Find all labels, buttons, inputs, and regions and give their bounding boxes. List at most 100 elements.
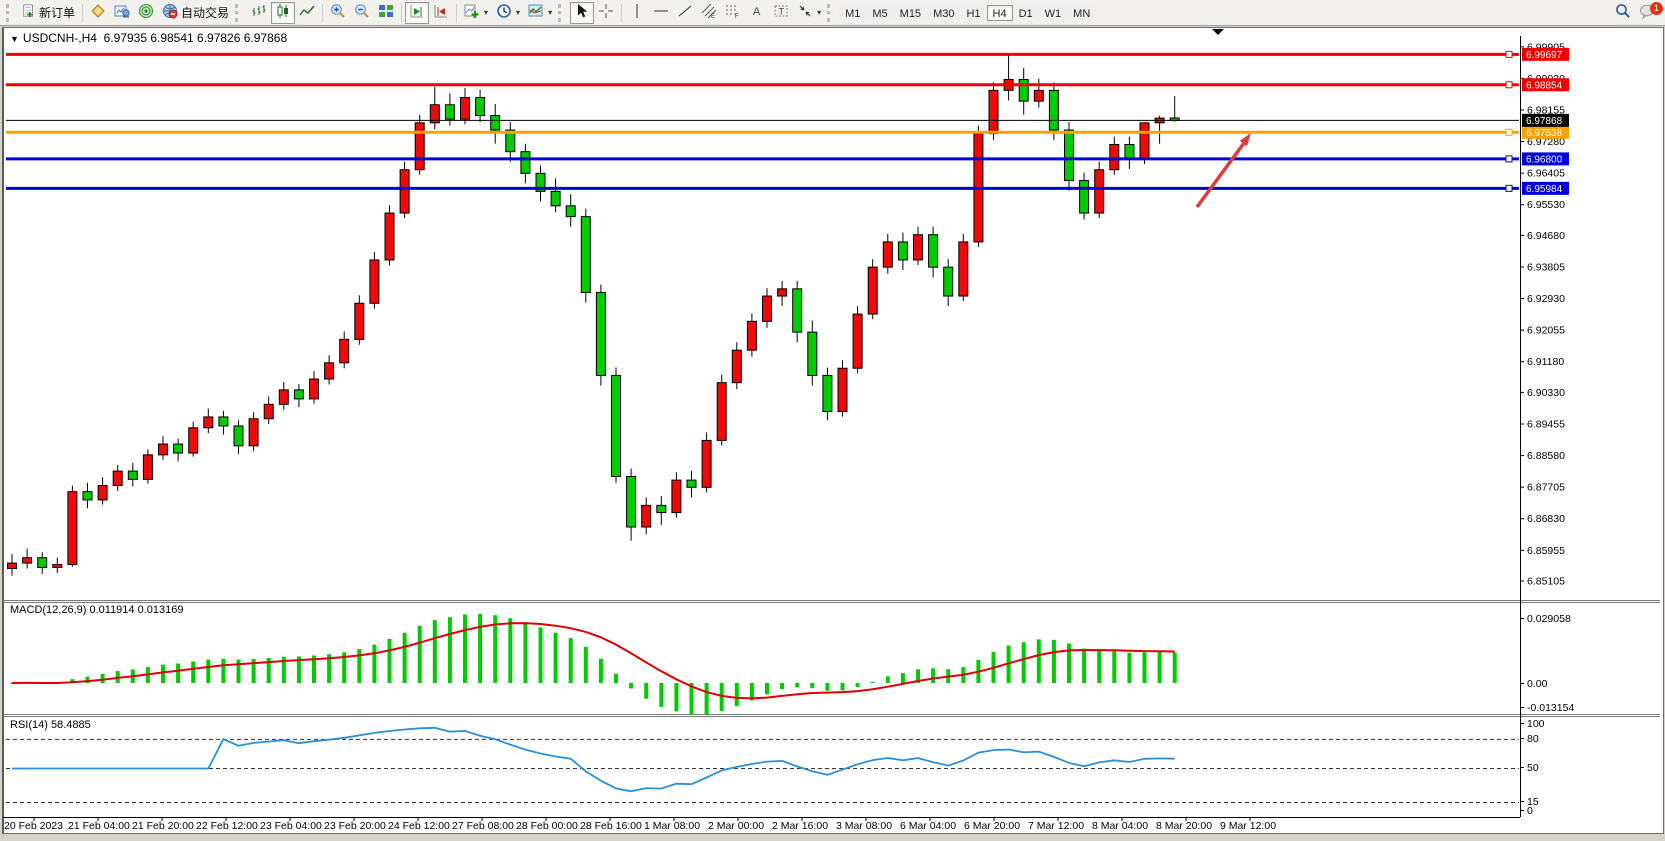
candle xyxy=(535,165,546,202)
svg-text:6.95984: 6.95984 xyxy=(1526,184,1563,195)
toolbar-grip[interactable] xyxy=(6,3,14,22)
toolbar-grip[interactable] xyxy=(827,3,835,22)
dropdown-caret-icon: ▾ xyxy=(516,8,521,17)
text-button[interactable]: A xyxy=(745,2,769,24)
rsi-line xyxy=(12,726,1175,793)
tile-windows-icon xyxy=(378,3,394,22)
macd-histogram-bar xyxy=(463,614,467,683)
candle xyxy=(611,367,621,483)
new-order-button[interactable]: 新订单 xyxy=(18,2,79,24)
text-label-button[interactable]: T xyxy=(769,2,793,24)
macd-axis[interactable]: 0.029058 0.00 -0.013154 xyxy=(1520,613,1574,714)
price-tick-label: 6.92930 xyxy=(1527,293,1565,305)
horizontal-line-6.98854[interactable]: 6.98854 xyxy=(6,78,1569,92)
time-tick-label: 3 Mar 08:00 xyxy=(836,820,892,832)
chart-shift-button[interactable] xyxy=(429,2,453,24)
timeframe-h4[interactable]: H4 xyxy=(986,4,1013,21)
candle xyxy=(1048,82,1059,141)
data-window-button[interactable] xyxy=(110,2,134,24)
macd-histogram-bar xyxy=(417,625,422,683)
price-tick-label: 6.85955 xyxy=(1527,545,1565,557)
trend-arrow-annotation[interactable] xyxy=(1195,133,1251,209)
macd-histogram-bar xyxy=(885,676,890,683)
bar-chart-button[interactable] xyxy=(247,2,271,24)
periods-button[interactable]: ▾ xyxy=(492,2,524,24)
cursor-button[interactable] xyxy=(570,1,595,24)
trendline-button[interactable] xyxy=(673,2,697,24)
macd-histogram-bar xyxy=(553,632,558,683)
market-watch-button[interactable] xyxy=(86,2,110,24)
rsi-tick-label: 15 xyxy=(1527,796,1539,808)
zoom-out-button[interactable] xyxy=(350,2,374,24)
indicators-button[interactable]: ▾ xyxy=(460,2,492,24)
toolbar: 新订单 自动交易 xyxy=(0,0,1665,26)
rsi-label: RSI(14) 58.4885 xyxy=(10,719,91,731)
crosshair-button[interactable] xyxy=(594,2,618,24)
horizontal-line-6.96800[interactable]: 6.96800 xyxy=(6,152,1569,166)
svg-text:A: A xyxy=(753,6,761,18)
zoom-in-button[interactable] xyxy=(326,2,350,24)
arrows-button[interactable]: ▾ xyxy=(793,2,825,24)
macd-histogram-bar xyxy=(810,683,815,689)
candle xyxy=(1033,78,1044,108)
symbol-collapse-icon[interactable]: ▼ xyxy=(10,34,19,44)
toolbar-grip[interactable] xyxy=(235,3,243,22)
price-tick-label: 6.86830 xyxy=(1527,513,1565,525)
macd-histogram-bar xyxy=(161,664,165,683)
signals-button[interactable] xyxy=(134,2,158,24)
time-tick-label: 24 Feb 12:00 xyxy=(388,820,450,832)
timeframe-m5[interactable]: M5 xyxy=(866,4,894,21)
macd-histogram-bar xyxy=(1157,652,1162,683)
toolbar-grip[interactable] xyxy=(558,3,566,22)
autotrading-button[interactable]: 自动交易 xyxy=(158,2,233,24)
crosshair-icon xyxy=(598,3,614,22)
horizontal-line-6.99697[interactable]: 6.99697 xyxy=(6,47,1569,61)
candle xyxy=(22,548,33,569)
svg-text:T: T xyxy=(779,7,785,17)
text-icon: A xyxy=(749,3,765,22)
macd-histogram-bar xyxy=(523,622,528,683)
candle xyxy=(369,252,380,309)
horizontal-line-6.97538[interactable]: 6.97538 xyxy=(6,125,1569,139)
candle xyxy=(550,178,561,213)
search-button[interactable] xyxy=(1611,2,1635,24)
svg-text:E: E xyxy=(711,14,715,19)
candle xyxy=(218,410,229,435)
candlestick-chart-button[interactable] xyxy=(271,1,296,24)
notifications-button[interactable]: 1 xyxy=(1635,1,1663,24)
equidistant-channel-button[interactable]: E xyxy=(697,2,721,24)
timeframe-m1[interactable]: M1 xyxy=(839,4,867,21)
rsi-axis[interactable]: 100 80 50 150 xyxy=(1520,718,1545,817)
timeframe-w1[interactable]: W1 xyxy=(1038,4,1068,21)
timeframe-d1[interactable]: D1 xyxy=(1012,4,1039,21)
horizontal-line-button[interactable] xyxy=(649,2,673,24)
auto-scroll-button[interactable] xyxy=(405,1,430,24)
notification-badge: 1 xyxy=(1650,1,1663,15)
vertical-line-button[interactable] xyxy=(625,2,649,24)
fibonacci-button[interactable]: F xyxy=(721,2,745,24)
line-chart-button[interactable] xyxy=(295,2,319,24)
timeframe-m15[interactable]: M15 xyxy=(893,4,928,21)
timeframe-mn[interactable]: MN xyxy=(1067,4,1097,21)
time-axis[interactable]: 20 Feb 2023 21 Feb 04:00 21 Feb 20:00 22 Fe… xyxy=(3,817,1520,832)
candle xyxy=(1094,161,1105,219)
candle xyxy=(505,122,516,162)
candle xyxy=(97,477,108,505)
time-tick-label: 28 Feb 16:00 xyxy=(580,820,642,832)
price-axis[interactable]: 6.999056.990306.981556.972806.964056.955… xyxy=(1520,36,1565,817)
timeframe-m30[interactable]: M30 xyxy=(927,4,961,21)
templates-button[interactable]: ▾ xyxy=(524,2,556,24)
text-label-icon: T xyxy=(773,3,789,22)
macd-histogram-bar xyxy=(1051,639,1056,683)
price-tick-label: 6.85105 xyxy=(1527,575,1565,587)
candle xyxy=(7,554,17,576)
new-order-icon xyxy=(22,4,36,21)
candle xyxy=(173,438,184,462)
bar-chart-icon xyxy=(251,3,267,22)
tile-windows-button[interactable] xyxy=(374,2,398,24)
horizontal-line-6.95984[interactable]: 6.95984 xyxy=(6,181,1569,195)
timeframe-h1[interactable]: H1 xyxy=(960,4,987,21)
data-window-icon xyxy=(114,3,130,22)
candle xyxy=(1109,136,1120,175)
auto-scroll-icon xyxy=(409,3,425,22)
